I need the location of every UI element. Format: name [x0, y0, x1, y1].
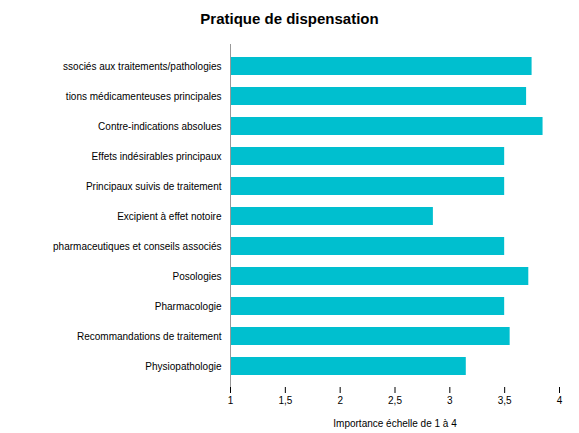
svg-text:pharmaceutiques et conseils as: pharmaceutiques et conseils associés: [53, 241, 221, 252]
svg-text:Principaux suivis de traitemen: Principaux suivis de traitement: [86, 181, 222, 192]
svg-text:4: 4: [557, 395, 563, 406]
svg-text:Posologies: Posologies: [173, 271, 222, 282]
svg-text:2,5: 2,5: [388, 395, 402, 406]
svg-text:2: 2: [337, 395, 343, 406]
svg-text:Physiopathologie: Physiopathologie: [145, 361, 222, 372]
svg-text:Contre-indications absolues: Contre-indications absolues: [98, 121, 221, 132]
svg-text:Effets indésirables principaux: Effets indésirables principaux: [92, 151, 222, 162]
svg-text:Pharmacologie: Pharmacologie: [155, 301, 222, 312]
svg-text:1,5: 1,5: [278, 395, 292, 406]
svg-text:3: 3: [447, 395, 453, 406]
svg-text:ssociés aux traitements/pathol: ssociés aux traitements/pathologies: [63, 61, 221, 72]
svg-text:1: 1: [228, 395, 234, 406]
svg-text:tions médicamenteuses principa: tions médicamenteuses principales: [66, 91, 222, 102]
svg-text:Recommandations de traitement: Recommandations de traitement: [77, 331, 222, 342]
svg-text:3,5: 3,5: [498, 395, 512, 406]
svg-text:Importance échelle de 1 à 4: Importance échelle de 1 à 4: [333, 418, 457, 429]
html-text:Pratique de dispensation: Pratique de dispensation: [200, 10, 379, 27]
svg-text:Excipient à effet notoire: Excipient à effet notoire: [117, 211, 222, 222]
